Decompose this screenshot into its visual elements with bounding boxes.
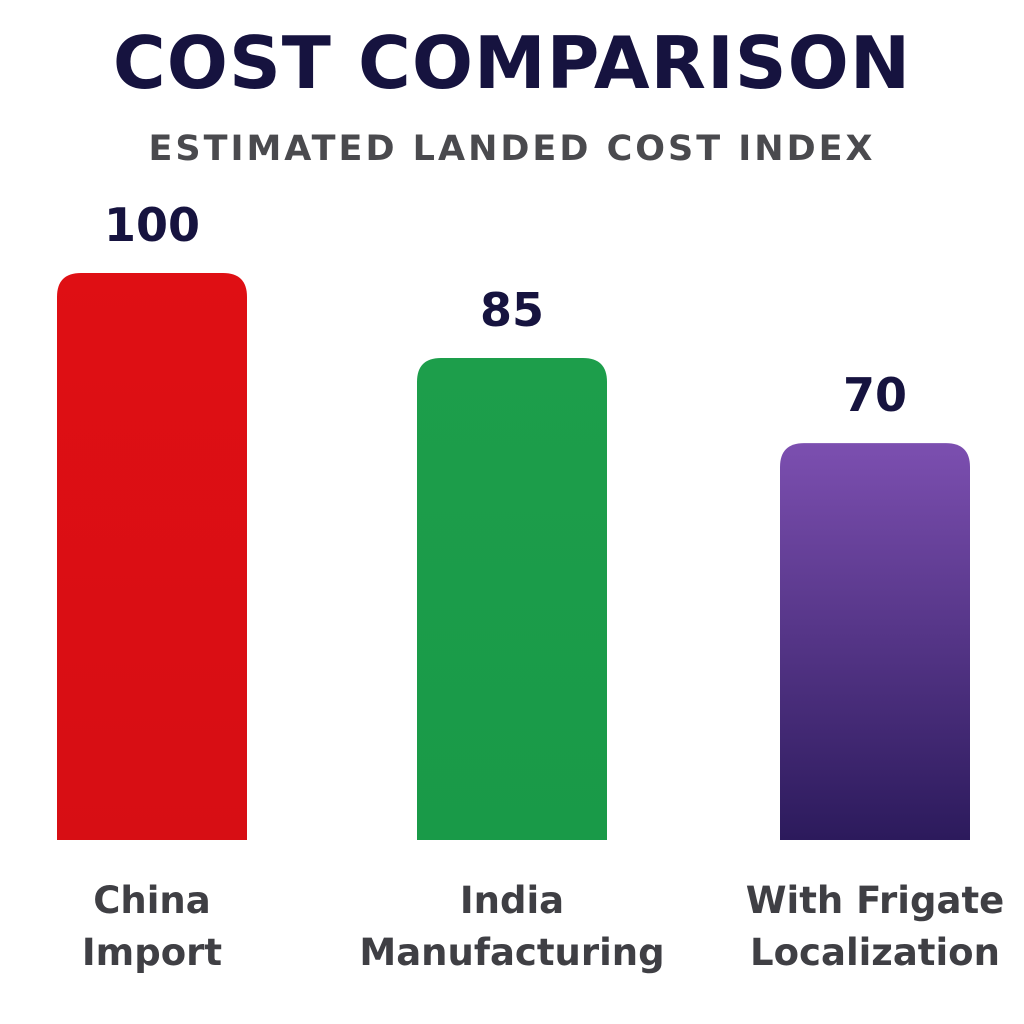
category-label-1: India Manufacturing [359,879,664,974]
category-label-2: With Frigate Localization [746,879,1004,974]
value-label-0: 100 [104,198,200,252]
labels-layer: 100 China Import 85 India Manufacturing 70 With… [82,198,1004,974]
bar-1 [417,358,607,840]
value-label-2: 70 [843,368,907,422]
category-label-line: Manufacturing [359,931,664,974]
chart-title: COST COMPARISON [112,21,912,105]
category-label-line: China [93,879,211,922]
category-label-line: Localization [750,931,1000,974]
category-label-line: Import [82,931,222,974]
bar-2 [780,443,970,840]
category-label-line: India [460,879,564,922]
value-label-1: 85 [480,283,544,337]
bars-layer [57,273,970,840]
category-label-0: China Import [82,879,222,974]
chart-subtitle: ESTIMATED LANDED COST INDEX [148,129,876,169]
bar-0 [57,273,247,840]
category-label-line: With Frigate [746,879,1004,922]
